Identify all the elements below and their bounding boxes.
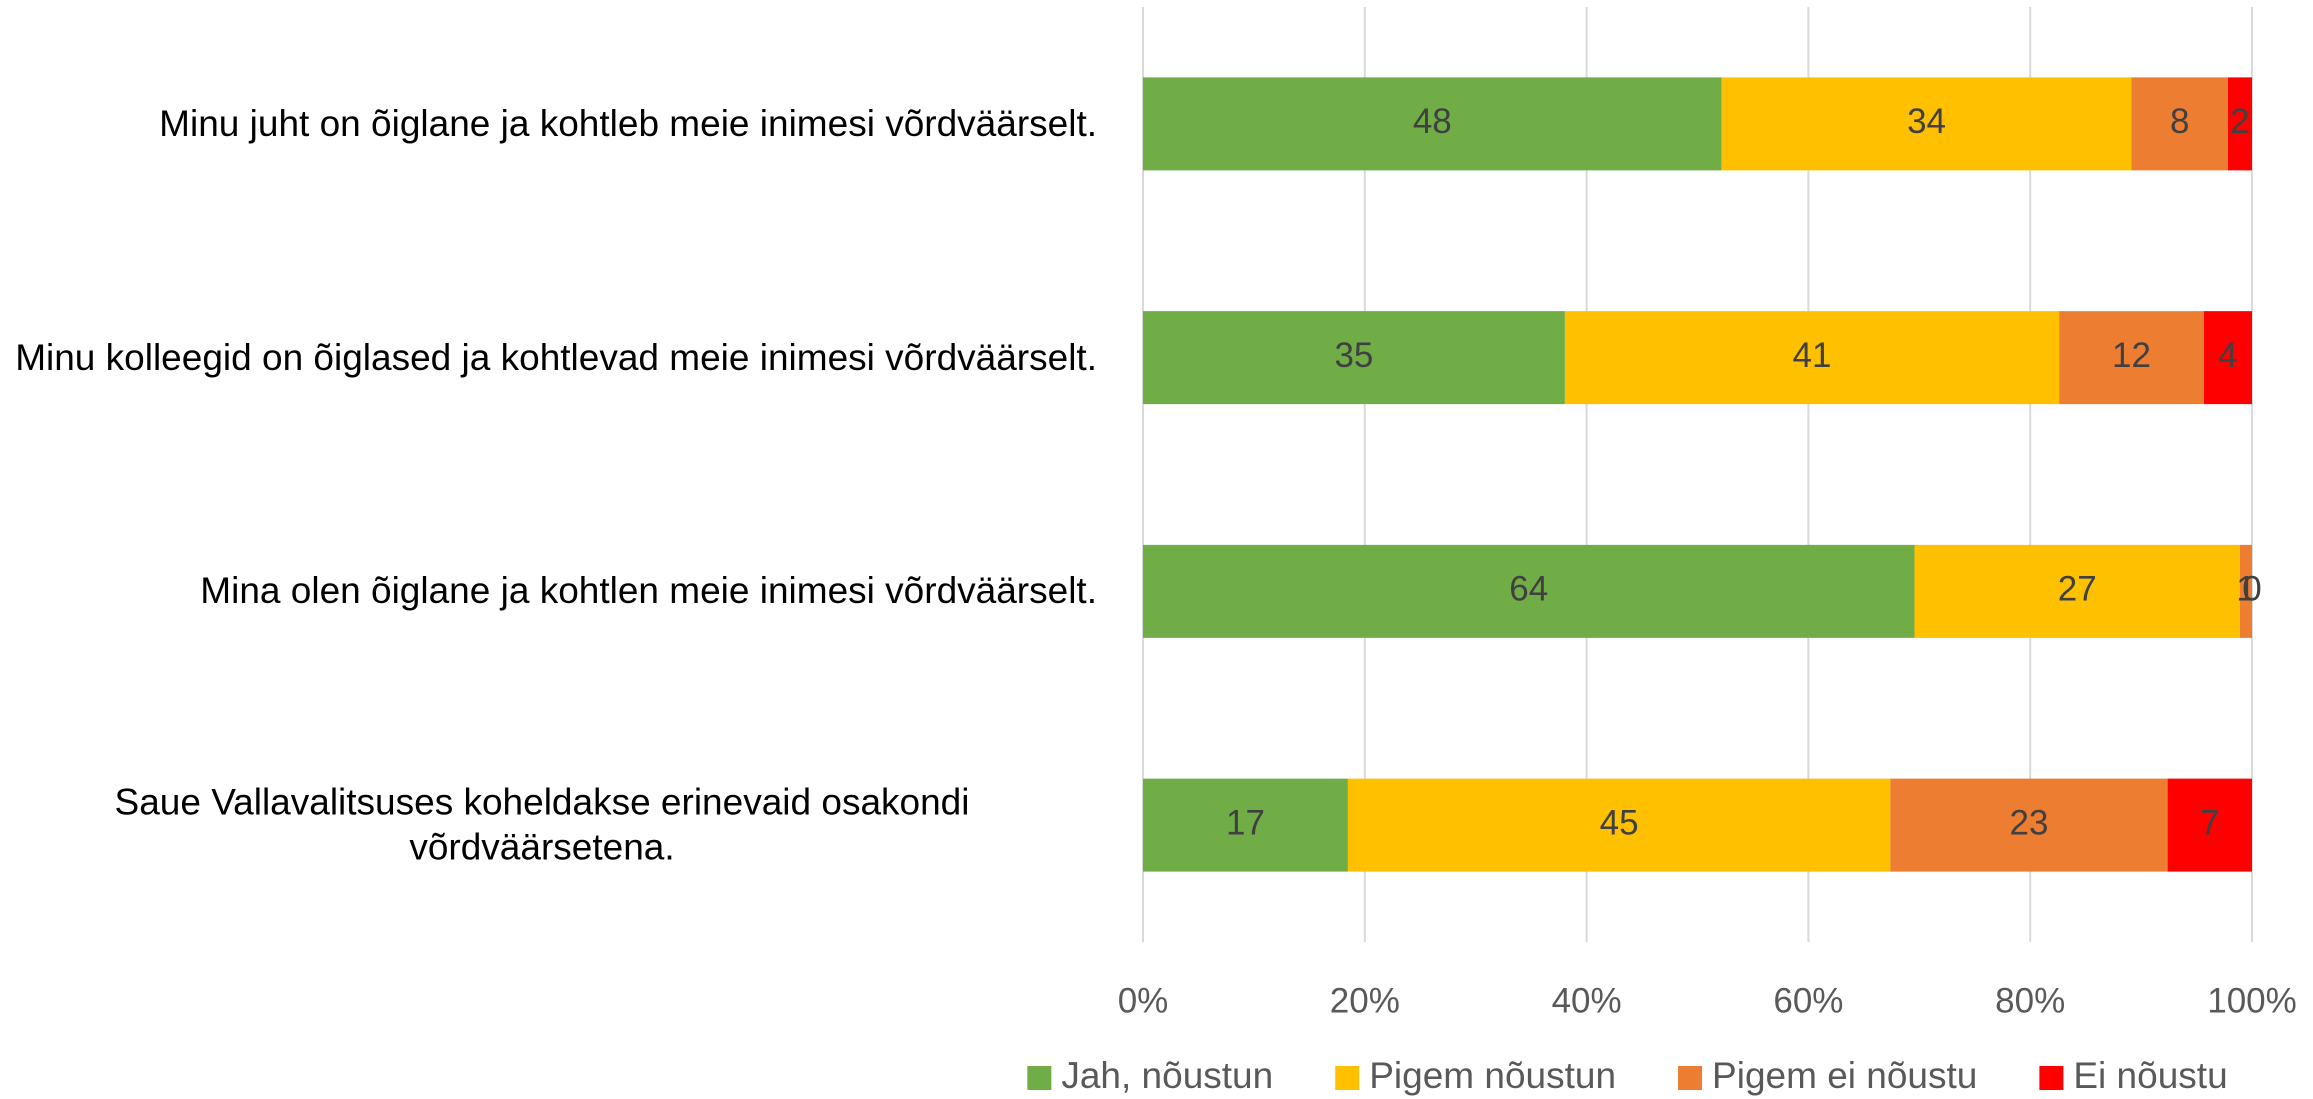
x-tick-label: 60% — [1773, 981, 1843, 1020]
x-tick-label: 40% — [1552, 981, 1622, 1020]
bar-segment — [1143, 77, 1722, 171]
bar-segment — [2239, 544, 2252, 638]
x-tick-label: 0% — [1118, 981, 1169, 1020]
legend-label: Jah, nõustun — [1061, 1055, 1273, 1096]
data-label: 23 — [2010, 803, 2049, 842]
bar-segment — [2203, 311, 2252, 405]
bar-segment — [2131, 77, 2228, 171]
bar-segment — [1143, 778, 1348, 872]
data-label: 64 — [1509, 570, 1548, 609]
category-text: Mina olen õiglane ja kohtlen meie inimes… — [200, 570, 1097, 612]
data-label: 41 — [1793, 336, 1832, 375]
data-label: 8 — [2170, 102, 2189, 141]
legend-label: Pigem ei nõustu — [1712, 1055, 1977, 1096]
category-text: Minu juht on õiglane ja kohtleb meie ini… — [159, 102, 1097, 144]
legend-swatch — [1335, 1066, 1360, 1090]
bar-segment — [1914, 544, 2240, 638]
bar-segment — [1143, 311, 1565, 405]
bar-segment — [1564, 311, 2060, 405]
category-text: Saue Vallavalitsuses koheldakse erinevai… — [114, 781, 970, 868]
x-tick-label: 100% — [2207, 981, 2297, 1020]
data-label: 34 — [1907, 102, 1946, 141]
legend-swatch — [2039, 1066, 2064, 1090]
category-label: Mina olen õiglane ja kohtlen meie inimes… — [0, 569, 1097, 613]
bar-segment — [2167, 778, 2252, 872]
data-label: 1 — [2236, 570, 2255, 609]
category-label: Minu kolleegid on õiglased ja kohtlevad … — [0, 335, 1097, 379]
category-text: Minu kolleegid on õiglased ja kohtlevad … — [15, 336, 1097, 378]
bar-segment — [1721, 77, 2132, 171]
x-tick-label: 20% — [1330, 981, 1400, 1020]
x-tick-label: 80% — [1995, 981, 2065, 1020]
bar-segment — [1143, 544, 1915, 638]
data-label: 12 — [2112, 336, 2151, 375]
bar-segment — [2059, 311, 2204, 405]
data-label: 7 — [2200, 803, 2219, 842]
data-label: 17 — [1226, 803, 1265, 842]
legend-label: Pigem nõustun — [1369, 1055, 1616, 1096]
data-label: 27 — [2058, 570, 2097, 609]
data-label: 35 — [1334, 336, 1373, 375]
data-label: 45 — [1600, 803, 1639, 842]
bar-segment — [1347, 778, 1891, 872]
data-label: 0 — [2242, 570, 2261, 609]
category-label: Minu juht on õiglane ja kohtleb meie ini… — [0, 102, 1097, 146]
legend-label: Ei nõustu — [2073, 1055, 2227, 1096]
bar-segment — [1890, 778, 2168, 872]
data-label: 2 — [2230, 102, 2249, 141]
legend-swatch — [1027, 1066, 1052, 1090]
category-label: Saue Vallavalitsuses koheldakse erinevai… — [0, 781, 1097, 870]
data-label: 4 — [2218, 336, 2237, 375]
legend-swatch — [1678, 1066, 1703, 1090]
bar-segment — [2227, 77, 2252, 171]
data-label: 48 — [1413, 102, 1452, 141]
